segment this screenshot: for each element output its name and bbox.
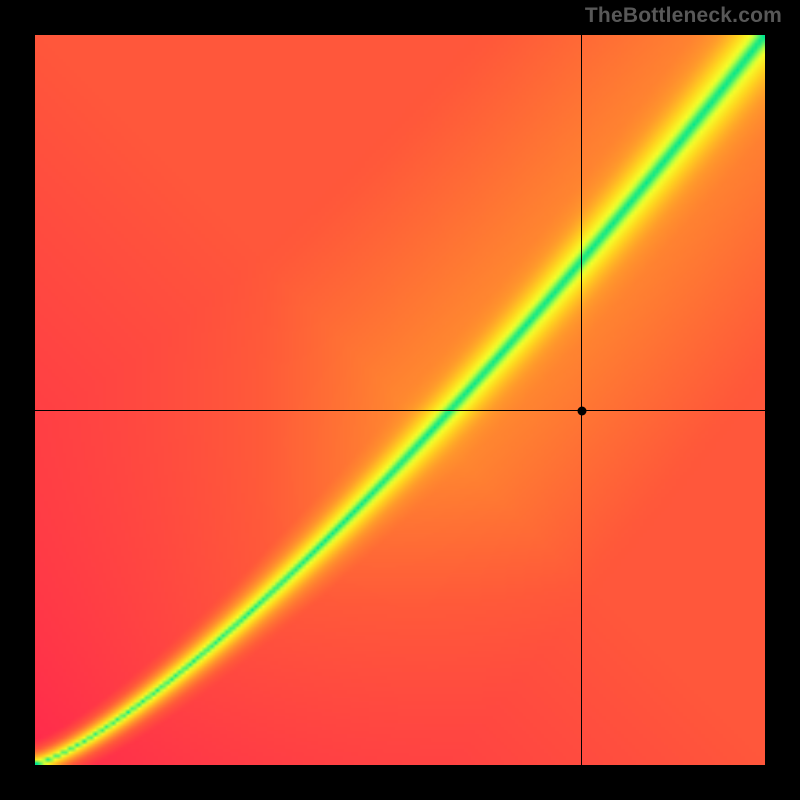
crosshair-vertical: [581, 35, 582, 765]
watermark-text: TheBottleneck.com: [585, 4, 782, 28]
crosshair-marker: [577, 406, 586, 415]
crosshair-horizontal: [35, 410, 765, 411]
plot-area: [35, 35, 765, 765]
chart-container: TheBottleneck.com: [0, 0, 800, 800]
heatmap-canvas: [35, 35, 765, 765]
